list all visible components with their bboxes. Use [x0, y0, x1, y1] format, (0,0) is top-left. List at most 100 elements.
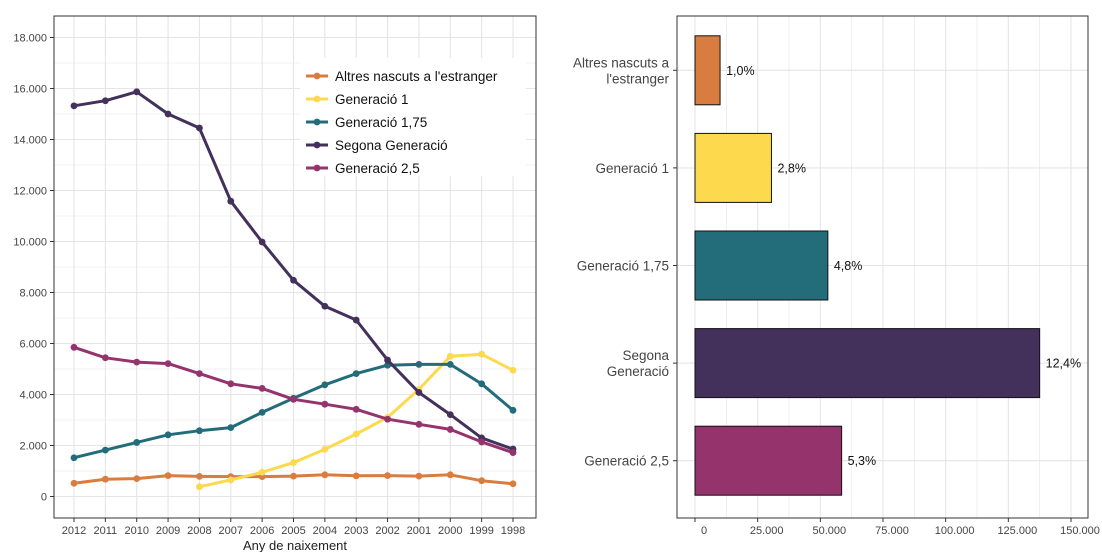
- data-point: [352, 316, 360, 324]
- legend-label: Altres nascuts a l'estranger: [335, 69, 498, 84]
- data-point: [415, 420, 423, 428]
- data-point: [415, 472, 423, 480]
- data-point: [509, 480, 517, 488]
- x-tick-label: 150.000: [1060, 525, 1100, 537]
- data-point: [352, 370, 360, 377]
- data-point: [70, 454, 78, 462]
- data-point: [352, 430, 360, 438]
- y-category-label: Generació 1,75: [577, 259, 669, 274]
- data-point: [133, 358, 141, 366]
- x-tick-label: 2003: [344, 525, 368, 537]
- data-point: [446, 426, 454, 433]
- data-point: [415, 389, 423, 396]
- data-point: [196, 124, 203, 132]
- data-point: [258, 238, 266, 246]
- data-point: [133, 475, 141, 483]
- data-point: [478, 380, 486, 388]
- bar-value-label: 4,8%: [834, 259, 863, 273]
- data-point: [446, 361, 454, 368]
- x-tick-label: 125.000: [997, 525, 1037, 537]
- data-point: [321, 302, 329, 310]
- data-point: [258, 468, 266, 476]
- plot-border: [676, 15, 1089, 519]
- data-point: [164, 360, 172, 368]
- bar-value-label: 5,3%: [848, 454, 877, 468]
- y-tick-label: 10.000: [13, 237, 47, 249]
- y-tick-label: 14.000: [13, 135, 47, 147]
- y-tick-label: 18.000: [13, 33, 47, 45]
- y-category-label: Generació 1: [595, 161, 669, 176]
- bar: [694, 132, 772, 203]
- bar: [694, 230, 829, 301]
- data-point: [321, 381, 329, 389]
- data-point: [290, 276, 297, 284]
- data-point: [290, 459, 297, 466]
- plot-border: [53, 15, 537, 519]
- data-point: [384, 356, 391, 364]
- bar: [694, 328, 1041, 399]
- x-axis-title: Any de naixement: [243, 538, 347, 552]
- bar-value-label: 2,8%: [777, 161, 806, 175]
- data-point: [196, 370, 203, 377]
- data-point: [101, 97, 109, 105]
- x-tick-label: 2002: [375, 525, 399, 537]
- bar: [694, 35, 721, 106]
- x-tick-label: 2000: [438, 525, 462, 537]
- data-point: [446, 471, 454, 479]
- y-tick-label: 6.000: [19, 339, 47, 351]
- data-point: [478, 477, 486, 485]
- data-point: [509, 406, 517, 414]
- data-point: [446, 411, 454, 419]
- data-point: [258, 408, 266, 416]
- bar: [694, 425, 843, 496]
- x-tick-label: 2005: [281, 525, 305, 537]
- x-tick-label: 75.000: [875, 525, 909, 537]
- data-point: [70, 102, 78, 110]
- x-tick-label: 2008: [187, 525, 211, 537]
- data-point: [321, 471, 329, 479]
- legend-label: Segona Generació: [335, 138, 448, 153]
- data-point: [164, 472, 172, 479]
- data-point: [290, 472, 297, 480]
- data-point: [164, 110, 172, 118]
- data-point: [196, 427, 203, 435]
- line-chart: 0 2.000 4.000 6.000 8.000 10.000 12.000 14.000 1…: [13, 15, 537, 553]
- bar-value-label: 1,0%: [726, 64, 755, 78]
- x-tick-label: 2004: [313, 525, 337, 537]
- x-tick-label: 2007: [219, 525, 243, 537]
- x-tick-label: 1998: [501, 525, 525, 537]
- legend-label: Generació 2,5: [335, 161, 420, 176]
- data-point: [133, 88, 141, 96]
- data-point: [101, 475, 109, 483]
- data-point: [352, 472, 360, 480]
- legend-label: Generació 1,75: [335, 115, 427, 130]
- data-point: [258, 384, 266, 392]
- y-category-label: l'estranger: [606, 71, 669, 86]
- y-tick-label: 16.000: [13, 84, 47, 96]
- legend-label: Generació 1: [335, 92, 409, 107]
- data-point: [509, 449, 517, 457]
- data-point: [227, 424, 235, 432]
- y-category-label: Generació: [607, 364, 669, 379]
- data-point: [227, 476, 235, 484]
- data-point: [384, 415, 391, 423]
- data-point: [196, 472, 203, 480]
- x-tick-label: 2009: [156, 525, 180, 537]
- data-point: [321, 400, 329, 408]
- data-point: [290, 395, 297, 403]
- x-tick-label: 50.000: [813, 525, 847, 537]
- x-tick-label: 100.000: [935, 525, 975, 537]
- data-point: [70, 479, 78, 487]
- data-point: [227, 197, 235, 205]
- y-tick-label: 8.000: [19, 288, 47, 300]
- x-tick-label: 2006: [250, 525, 274, 537]
- data-point: [227, 380, 235, 388]
- data-point: [352, 405, 360, 413]
- y-tick-label: 4.000: [19, 390, 47, 402]
- legend-key-point: [313, 164, 321, 172]
- y-tick-label: 0: [41, 492, 47, 504]
- legend-key-point: [313, 95, 321, 103]
- legend-key-point: [313, 118, 321, 126]
- data-point: [384, 472, 391, 479]
